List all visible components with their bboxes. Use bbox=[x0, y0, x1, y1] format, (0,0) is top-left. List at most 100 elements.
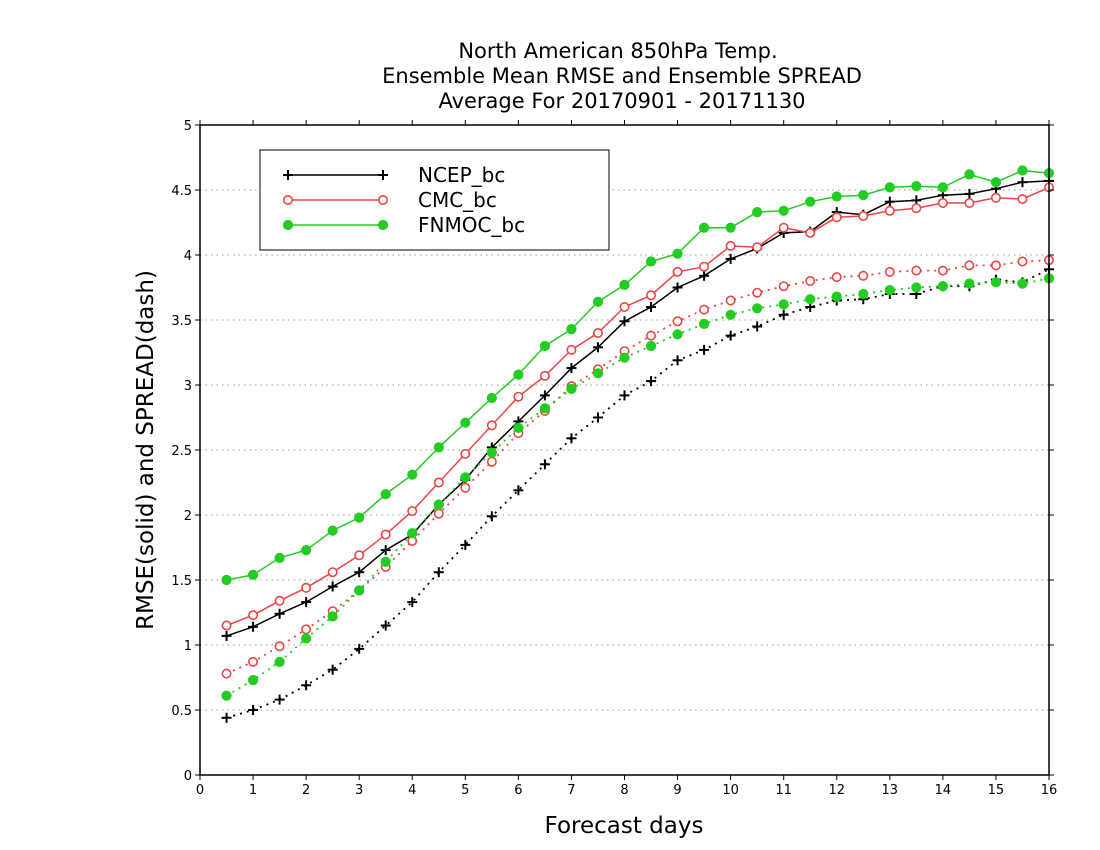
chart-title-line-1: North American 850hPa Temp. bbox=[458, 39, 777, 63]
data-point-fnmoc-bc-rmse bbox=[698, 222, 710, 233]
data-point-cmc-bc-spread bbox=[778, 281, 789, 292]
y-tick-label: 2.5 bbox=[171, 444, 192, 459]
data-point-ncep-bc-spread bbox=[513, 485, 524, 496]
data-point-cmc-bc-spread bbox=[646, 330, 657, 341]
data-point-fnmoc-bc-spread bbox=[460, 472, 471, 483]
data-point-fnmoc-bc-rmse bbox=[513, 369, 524, 380]
data-point-cmc-bc-rmse bbox=[1017, 194, 1028, 205]
data-point-fnmoc-bc-spread bbox=[858, 288, 869, 300]
x-tick-label: 7 bbox=[567, 783, 575, 798]
x-tick-label: 2 bbox=[302, 783, 310, 798]
series-line-cmc-bc-rmse bbox=[226, 186, 1050, 627]
data-point-ncep-bc-rmse bbox=[380, 545, 391, 556]
gridlines bbox=[200, 189, 1049, 711]
data-point-ncep-bc-rmse bbox=[248, 621, 259, 632]
data-point-ncep-bc-rmse bbox=[1017, 177, 1028, 188]
data-point-fnmoc-bc-spread bbox=[354, 585, 365, 596]
data-point-cmc-bc-spread bbox=[725, 295, 736, 306]
data-point-fnmoc-bc-rmse bbox=[301, 545, 312, 556]
data-point-fnmoc-bc-spread bbox=[698, 318, 710, 329]
data-point-cmc-bc-rmse bbox=[699, 261, 710, 272]
data-point-fnmoc-bc-spread bbox=[884, 285, 895, 296]
data-point-cmc-bc-spread bbox=[221, 668, 232, 679]
data-point-cmc-bc-rmse bbox=[486, 420, 497, 431]
data-point-ncep-bc-rmse bbox=[699, 270, 710, 281]
data-point-fnmoc-bc-rmse bbox=[778, 205, 789, 216]
legend-marker-ncep-bc bbox=[283, 170, 293, 180]
data-point-ncep-bc-rmse bbox=[884, 196, 895, 207]
data-point-cmc-bc-rmse bbox=[327, 567, 338, 578]
data-point-ncep-bc-spread bbox=[619, 390, 630, 401]
data-point-cmc-bc-rmse bbox=[539, 370, 550, 381]
data-point-fnmoc-bc-spread bbox=[805, 294, 816, 305]
data-point-ncep-bc-spread bbox=[248, 705, 259, 715]
data-point-cmc-bc-rmse bbox=[380, 529, 391, 540]
x-tick-label: 15 bbox=[988, 783, 1005, 798]
x-tick-label: 9 bbox=[673, 783, 681, 798]
data-point-ncep-bc-spread bbox=[433, 567, 444, 578]
data-point-cmc-bc-spread bbox=[433, 508, 444, 519]
data-point-cmc-bc-rmse bbox=[566, 344, 577, 355]
data-point-fnmoc-bc-rmse bbox=[990, 177, 1002, 188]
data-point-fnmoc-bc-spread bbox=[274, 656, 285, 668]
data-point-cmc-bc-rmse bbox=[646, 290, 657, 301]
data-point-fnmoc-bc-rmse bbox=[354, 512, 365, 523]
data-point-cmc-bc-rmse bbox=[248, 610, 259, 621]
data-point-ncep-bc-spread bbox=[725, 330, 736, 341]
data-point-cmc-bc-spread bbox=[460, 482, 471, 493]
data-point-fnmoc-bc-rmse bbox=[1017, 165, 1028, 176]
data-point-fnmoc-bc-spread bbox=[964, 278, 975, 289]
data-point-fnmoc-bc-spread bbox=[592, 368, 604, 379]
data-point-fnmoc-bc-rmse bbox=[380, 489, 391, 500]
data-point-cmc-bc-spread bbox=[990, 260, 1001, 271]
data-point-fnmoc-bc-rmse bbox=[752, 207, 763, 218]
legend-marker-cmc-bc bbox=[282, 195, 293, 206]
data-point-fnmoc-bc-spread bbox=[221, 690, 232, 701]
y-tick-label: 0.5 bbox=[171, 704, 192, 719]
data-point-cmc-bc-rmse bbox=[884, 205, 895, 216]
x-tick-label: 6 bbox=[514, 783, 522, 798]
y-tick-label: 3 bbox=[184, 379, 192, 394]
data-point-fnmoc-bc-spread bbox=[486, 447, 497, 458]
data-point-cmc-bc-spread bbox=[672, 316, 683, 327]
data-point-cmc-bc-rmse bbox=[805, 227, 816, 238]
data-point-fnmoc-bc-rmse bbox=[725, 222, 736, 233]
legend-label-ncep-bc: NCEP_bc bbox=[418, 163, 505, 187]
x-tick-label: 0 bbox=[196, 783, 204, 798]
data-point-fnmoc-bc-rmse bbox=[619, 279, 630, 290]
legend-label-fnmoc-bc: FNMOC_bc bbox=[418, 213, 525, 237]
data-point-cmc-bc-rmse bbox=[752, 242, 763, 253]
data-point-fnmoc-bc-rmse bbox=[884, 182, 895, 193]
data-point-ncep-bc-spread bbox=[354, 643, 365, 654]
data-point-cmc-bc-spread bbox=[831, 272, 842, 283]
data-point-cmc-bc-rmse bbox=[619, 301, 630, 312]
data-point-ncep-bc-rmse bbox=[539, 390, 550, 401]
data-point-fnmoc-bc-rmse bbox=[937, 182, 948, 193]
data-point-ncep-bc-spread bbox=[221, 712, 232, 723]
data-point-ncep-bc-rmse bbox=[566, 363, 577, 374]
data-point-fnmoc-bc-rmse bbox=[805, 196, 816, 207]
x-tick-label: 8 bbox=[620, 783, 628, 798]
data-point-fnmoc-bc-spread bbox=[301, 633, 312, 644]
data-point-fnmoc-bc-rmse bbox=[672, 248, 683, 259]
series-line-ncep-bc-spread bbox=[226, 268, 1050, 719]
data-point-ncep-bc-spread bbox=[301, 680, 312, 691]
data-point-cmc-bc-spread bbox=[486, 456, 497, 467]
data-point-ncep-bc-spread bbox=[752, 321, 763, 332]
data-point-ncep-bc-spread bbox=[274, 694, 285, 705]
data-point-ncep-bc-rmse bbox=[672, 282, 683, 293]
data-point-fnmoc-bc-rmse bbox=[566, 324, 577, 335]
data-point-cmc-bc-spread bbox=[858, 270, 869, 281]
x-tick-label: 10 bbox=[722, 783, 739, 798]
data-point-cmc-bc-rmse bbox=[964, 198, 975, 209]
chart-title-line-3: Average For 20170901 - 20171130 bbox=[438, 89, 805, 113]
data-point-cmc-bc-rmse bbox=[354, 550, 365, 561]
x-tick-label: 14 bbox=[935, 783, 952, 798]
data-point-cmc-bc-rmse bbox=[858, 211, 869, 222]
x-tick-label: 12 bbox=[828, 783, 845, 798]
data-point-cmc-bc-rmse bbox=[831, 212, 842, 223]
legend-marker-fnmoc-bc bbox=[282, 219, 294, 231]
data-point-fnmoc-bc-spread bbox=[513, 422, 524, 433]
data-point-fnmoc-bc-spread bbox=[433, 499, 444, 510]
data-point-cmc-bc-spread bbox=[937, 265, 948, 276]
